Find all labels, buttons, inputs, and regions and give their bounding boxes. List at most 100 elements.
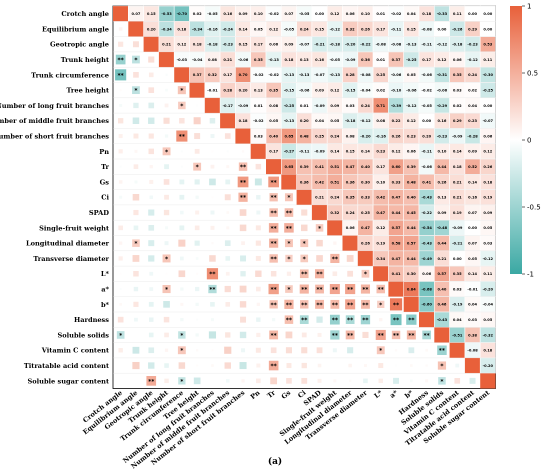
row-label: a*	[101, 285, 109, 293]
significance-mark: **	[271, 332, 278, 339]
lower-cell	[286, 363, 292, 369]
lower-cell	[389, 298, 403, 311]
correlation-value: 0.24	[300, 27, 309, 31]
correlation-value: 0.06	[346, 12, 355, 16]
significance-mark: **	[408, 332, 415, 339]
correlation-value: 0.00	[438, 27, 447, 31]
correlation-value: -0.02	[391, 12, 402, 16]
row-label: b*	[101, 301, 110, 309]
lower-cell	[255, 255, 261, 261]
lower-cell	[425, 379, 429, 383]
correlation-value: 0.04	[453, 318, 462, 322]
lower-cell	[115, 54, 126, 65]
lower-cell	[149, 165, 153, 169]
correlation-value: 0.06	[483, 134, 492, 138]
correlation-value: 0.33	[392, 180, 401, 184]
correlation-value: 0.02	[376, 88, 385, 92]
lower-cell	[209, 118, 216, 124]
row-label: Longitudinal diameter	[26, 240, 110, 248]
correlation-value: -0.09	[452, 226, 463, 230]
lower-cell	[180, 318, 184, 322]
significance-mark: **	[301, 271, 308, 278]
lower-cell	[345, 299, 356, 310]
correlation-value: 0.17	[269, 150, 278, 154]
lower-cell	[256, 363, 261, 368]
lower-cell	[406, 330, 416, 340]
significance-mark: **	[118, 72, 125, 79]
correlation-value: -0.02	[268, 73, 279, 77]
column-label: Tr	[266, 388, 278, 399]
significance-mark: *	[165, 149, 169, 156]
lower-cell	[210, 210, 215, 215]
row-label: Tr	[101, 163, 109, 171]
correlation-value: -0.04	[192, 58, 203, 62]
significance-mark: **	[271, 241, 278, 248]
lower-cell	[406, 314, 417, 325]
lower-cell	[134, 180, 138, 184]
correlation-value: 0.05	[407, 73, 416, 77]
row-label: Gs	[100, 178, 110, 186]
lower-cell	[256, 317, 261, 322]
correlation-value: 0.15	[407, 27, 416, 31]
significance-mark: *	[287, 241, 291, 248]
correlation-value: 0.08	[376, 119, 385, 123]
correlation-value: 0.10	[361, 12, 370, 16]
lower-cell	[117, 316, 124, 323]
correlation-value: 0.47	[376, 211, 385, 215]
significance-mark: **	[393, 317, 400, 324]
correlation-value: 0.25	[315, 134, 324, 138]
lower-cell	[317, 332, 322, 337]
correlation-value: -0.49	[421, 257, 432, 261]
lower-cell	[180, 210, 184, 215]
correlation-value: -0.33	[437, 12, 448, 16]
lower-cell	[345, 330, 355, 340]
correlation-value: -0.20	[345, 43, 356, 47]
lower-cell	[378, 363, 384, 369]
correlation-value: -0.12	[360, 119, 371, 123]
row-label: Crotch angle	[61, 10, 109, 18]
diagonal-cell	[419, 312, 435, 328]
lower-cell	[180, 165, 183, 168]
correlation-value: -0.25	[406, 58, 417, 62]
lower-cell	[410, 364, 413, 367]
correlation-value: 0.19	[483, 196, 492, 200]
correlation-value: -0.16	[376, 134, 387, 138]
lower-cell	[226, 150, 229, 153]
correlation-value: 0.03	[254, 134, 263, 138]
correlation-value: 0.35	[269, 88, 278, 92]
correlation-value: 0.12	[330, 88, 339, 92]
lower-cell	[224, 362, 231, 369]
correlation-value: -0.03	[177, 58, 188, 62]
lower-cell	[363, 378, 368, 384]
correlation-value: 0.42	[315, 180, 324, 184]
lower-cell	[255, 347, 261, 353]
correlation-value: 0.65	[285, 165, 294, 169]
correlation-value: 0.29	[453, 119, 462, 123]
significance-mark: **	[393, 332, 400, 339]
lower-cell	[301, 362, 307, 369]
lower-cell	[148, 255, 155, 262]
correlation-value: 0.26	[483, 165, 492, 169]
correlation-value: 0.41	[422, 180, 431, 184]
lower-cell	[256, 286, 261, 292]
lower-cell	[194, 179, 200, 185]
correlation-value: 0.23	[376, 150, 385, 154]
lower-cell	[132, 255, 140, 262]
lower-cell	[133, 301, 139, 307]
correlation-value: 0.21	[162, 43, 171, 47]
correlation-value: 0.12	[177, 43, 186, 47]
correlation-value: 0.00	[453, 257, 462, 261]
correlation-value: 0.05	[468, 257, 477, 261]
correlation-value: 0.00	[483, 12, 492, 16]
correlation-value: 0.44	[392, 211, 401, 215]
correlation-value: 0.17	[223, 73, 232, 77]
lower-cell	[255, 225, 261, 231]
lower-cell	[315, 299, 325, 309]
significance-mark: *	[134, 88, 138, 95]
lower-cell	[119, 303, 122, 306]
correlation-value: -0.13	[299, 73, 310, 77]
column-label: Pn	[249, 389, 262, 401]
correlation-value: 0.26	[361, 27, 370, 31]
lower-cell	[270, 377, 278, 385]
